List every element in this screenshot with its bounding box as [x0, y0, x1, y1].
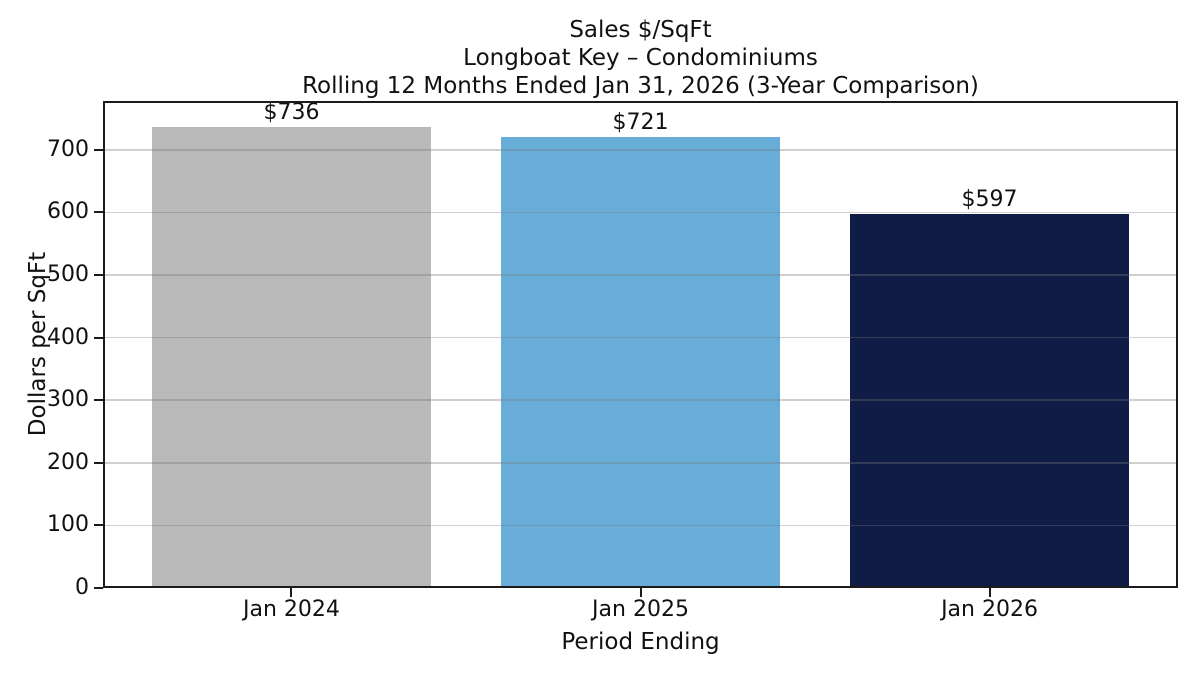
y-tick-mark-500	[94, 274, 103, 277]
bar-value-label-jan-2024: $736	[263, 100, 320, 126]
x-tick-mark-jan-2024	[290, 588, 293, 597]
plot-area: $736 $721 $597 0 100 200 300 400 500 600 700 Jan 2…	[47, 101, 1178, 622]
y-tick-label-0: 0	[75, 575, 89, 600]
y-tick-label-100: 100	[47, 512, 89, 538]
bar-value-label-jan-2025: $721	[612, 109, 669, 135]
chart-title-line-1: Sales $/SqFt	[569, 17, 712, 43]
chart-title-line-3: Rolling 12 Months Ended Jan 31, 2026 (3-…	[302, 73, 979, 99]
y-tick-mark-200	[94, 461, 103, 464]
gridline-400	[103, 336, 1178, 339]
gridline-100	[103, 524, 1178, 527]
y-tick-mark-600	[94, 211, 103, 214]
x-tick-mark-jan-2026	[988, 588, 991, 597]
gridline-300	[103, 399, 1178, 401]
bar-jan-2025	[500, 136, 781, 588]
bar-jan-2024	[151, 127, 432, 588]
y-tick-mark-300	[94, 399, 103, 402]
bar-jan-2026	[849, 214, 1130, 588]
gridline-600	[103, 211, 1178, 214]
value-labels-layer: $736 $721 $597	[103, 101, 1178, 588]
gridlines-layer	[103, 101, 1178, 588]
x-tick-label-jan-2024: Jan 2024	[243, 597, 340, 622]
x-tick-mark-jan-2025	[639, 588, 642, 597]
y-tick-mark-0	[94, 587, 103, 589]
x-tick-label-jan-2026: Jan 2026	[941, 597, 1038, 622]
y-tick-mark-400	[94, 336, 103, 339]
y-tick-label-600: 600	[47, 199, 89, 225]
y-tick-label-700: 700	[47, 136, 89, 162]
chart-title-line-2: Longboat Key – Condominiums	[463, 45, 818, 71]
axis-ticks-layer: 0 100 200 300 400 500 600 700 Jan 2024 Jan 2025 Ja…	[47, 101, 1178, 622]
gridline-500	[103, 274, 1178, 276]
chart-title: Sales $/SqFt Longboat Key – Condominiums…	[103, 16, 1178, 100]
gridline-200	[103, 462, 1178, 464]
y-tick-mark-100	[94, 524, 103, 527]
y-tick-label-400: 400	[47, 324, 89, 350]
y-tick-label-500: 500	[47, 262, 89, 288]
bars-layer	[103, 101, 1178, 588]
y-tick-label-300: 300	[47, 387, 89, 413]
y-tick-label-200: 200	[47, 449, 89, 475]
bar-value-label-jan-2026: $597	[961, 187, 1018, 213]
gridline-700	[103, 149, 1178, 151]
x-tick-label-jan-2025: Jan 2025	[592, 597, 689, 622]
y-tick-mark-700	[94, 148, 103, 151]
x-axis-title: Period Ending	[561, 629, 720, 655]
